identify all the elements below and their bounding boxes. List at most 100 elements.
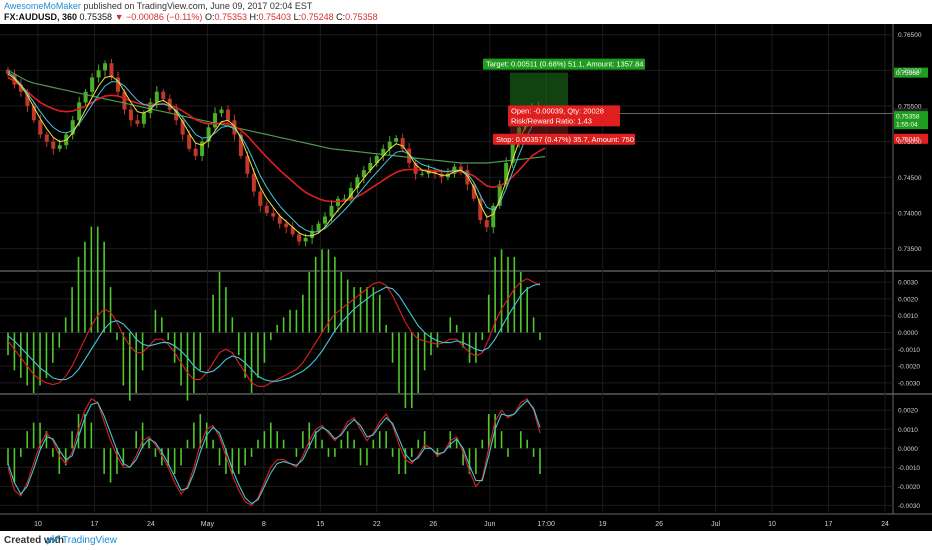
candle-body[interactable]	[381, 148, 386, 156]
price-axis-tag: 0.75358	[896, 114, 920, 121]
y-tick-label: 0.75500	[898, 104, 922, 111]
candle-body[interactable]	[206, 127, 211, 142]
candle-body[interactable]	[478, 198, 483, 221]
price-change: −0.00086 (−0.11%)	[126, 12, 203, 22]
stop-label: Stop: 0.00357 (0.47%) 35.7, Amount: 750	[496, 135, 634, 144]
candle-body[interactable]	[374, 155, 379, 164]
candle-body[interactable]	[510, 141, 515, 164]
candle-body[interactable]	[277, 216, 282, 224]
candle-body[interactable]	[297, 234, 302, 242]
y-tick-label: 0.0030	[898, 280, 918, 287]
macd2-macd-line	[7, 398, 541, 507]
candle-body[interactable]	[458, 166, 463, 171]
candle-body[interactable]	[491, 205, 496, 228]
candle-body[interactable]	[103, 63, 108, 71]
candle-body[interactable]	[387, 141, 392, 149]
candle-body[interactable]	[420, 173, 425, 175]
candle-body[interactable]	[310, 230, 315, 238]
candle-body[interactable]	[329, 205, 334, 217]
candle-body[interactable]	[193, 148, 198, 156]
candle-body[interactable]	[51, 141, 56, 149]
candle-body[interactable]	[342, 198, 347, 200]
candle-body[interactable]	[90, 77, 95, 92]
macd-panel-2[interactable]	[7, 398, 541, 507]
candle-body[interactable]	[400, 138, 405, 149]
candle-body[interactable]	[122, 91, 127, 110]
candle-body[interactable]	[109, 63, 114, 78]
candle-body[interactable]	[128, 109, 133, 121]
candle-body[interactable]	[316, 223, 321, 231]
price-panel[interactable]: Target: 0.00511 (0.68%) 51.1, Amount: 13…	[6, 58, 928, 247]
candle-body[interactable]	[57, 145, 62, 149]
candle-body[interactable]	[465, 170, 470, 185]
candle-body[interactable]	[141, 113, 146, 124]
candle-body[interactable]	[290, 227, 295, 235]
candle-body[interactable]	[200, 141, 205, 156]
candle-body[interactable]	[394, 138, 399, 142]
candle-body[interactable]	[303, 237, 308, 242]
candle-body[interactable]	[219, 109, 224, 114]
price-axis-tag-bg	[894, 119, 928, 130]
author-name[interactable]: AwesomeMoMaker	[4, 1, 81, 11]
ma-line-cyan	[7, 71, 546, 233]
candle-body[interactable]	[213, 113, 218, 128]
candle-body[interactable]	[413, 163, 418, 174]
price-axis-tag: 0.75968	[896, 70, 920, 77]
candle-body[interactable]	[323, 216, 328, 224]
candle-body[interactable]	[115, 77, 120, 92]
ma-line-yellow	[7, 73, 546, 237]
candle-body[interactable]	[70, 120, 75, 135]
candle-body[interactable]	[38, 120, 43, 135]
candle-body[interactable]	[6, 69, 10, 74]
x-tick-label: 24	[147, 521, 155, 528]
candle-body[interactable]	[44, 134, 49, 142]
candle-body[interactable]	[433, 170, 438, 174]
x-tick-label: 10	[34, 521, 42, 528]
chart-area[interactable]: Target: 0.00511 (0.68%) 51.1, Amount: 13…	[0, 24, 932, 531]
x-tick-label: May	[201, 521, 215, 528]
macd2-signal-line	[7, 399, 541, 505]
candle-body[interactable]	[251, 173, 256, 192]
x-tick-label: 15	[316, 521, 324, 528]
candle-body[interactable]	[96, 70, 101, 78]
candle-body[interactable]	[77, 102, 82, 121]
candle-body[interactable]	[348, 188, 353, 199]
candle-body[interactable]	[471, 184, 476, 199]
candle-body[interactable]	[284, 223, 289, 228]
candle-body[interactable]	[225, 109, 230, 121]
candle-body[interactable]	[271, 212, 276, 217]
macd-panel-1[interactable]	[7, 226, 541, 409]
x-tick-label: Jun	[484, 521, 495, 528]
candle-body[interactable]	[258, 191, 263, 206]
y-tick-label: -0.0010	[898, 465, 920, 472]
candle-body[interactable]	[25, 91, 30, 106]
candle-body[interactable]	[148, 102, 153, 114]
candle-body[interactable]	[161, 91, 166, 99]
close-value: 0.75358	[345, 12, 378, 22]
candle-body[interactable]	[18, 84, 23, 92]
candle-body[interactable]	[484, 220, 489, 228]
axis-labels: 10 17 24 May 8 15 22 26 Jun 17:00 19 26 Jul 10 17 24 0.7…	[34, 32, 922, 528]
tradingview-brand[interactable]: TradingView	[62, 535, 118, 546]
candle-body[interactable]	[83, 91, 88, 103]
candle-body[interactable]	[31, 106, 36, 121]
candle-body[interactable]	[187, 134, 192, 149]
candle-body[interactable]	[245, 155, 250, 174]
y-tick-label: 0.0020	[898, 408, 918, 415]
y-tick-label: 0.0000	[898, 446, 918, 453]
y-tick-label: 0.76500	[898, 32, 922, 39]
y-tick-label: 0.73500	[898, 246, 922, 253]
candle-body[interactable]	[361, 170, 366, 178]
candle-body[interactable]	[497, 184, 502, 206]
candle-body[interactable]	[135, 120, 140, 124]
candle-body[interactable]	[407, 148, 412, 164]
candle-body[interactable]	[355, 177, 360, 188]
candle-body[interactable]	[504, 163, 509, 185]
candle-body[interactable]	[154, 91, 159, 103]
y-tick-label: 0.74000	[898, 210, 922, 217]
candle-body[interactable]	[264, 205, 269, 213]
candle-body[interactable]	[368, 163, 373, 171]
candle-body[interactable]	[180, 120, 185, 135]
candle-body[interactable]	[238, 134, 243, 156]
down-arrow-icon: ▼	[114, 12, 124, 22]
